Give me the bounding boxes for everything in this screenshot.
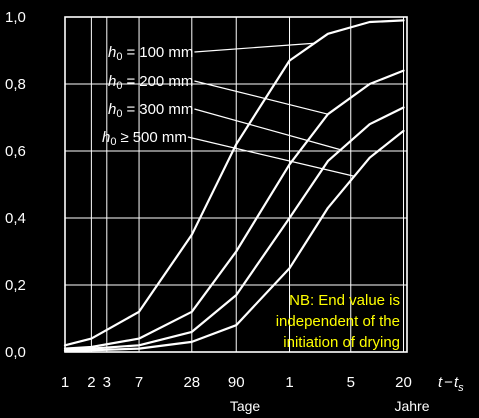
x-tick-label: 20 [395, 374, 412, 391]
leader-line [194, 108, 341, 151]
series-line [63, 19, 405, 347]
series-line [63, 106, 405, 352]
curves [63, 19, 405, 353]
x-tick-label: 3 [103, 374, 111, 391]
series-label: h0 = 300 mm [108, 101, 193, 120]
y-tick-label: 0,0 [5, 344, 26, 361]
x-tick-label: 5 [347, 374, 355, 391]
x-tick-label: 2 [87, 374, 95, 391]
y-tick-label: 0,8 [5, 76, 26, 93]
annotation-line: independent of the [276, 313, 400, 330]
annotation-line: initiation of drying [283, 334, 400, 351]
x-tick-labels: 1 2 3 7 28 90 1 5 20 [61, 374, 412, 391]
annotation-line: NB: End value is [289, 292, 400, 309]
label-leaders [187, 42, 355, 177]
y-tick-label: 0,2 [5, 277, 26, 294]
leader-line [187, 136, 355, 177]
y-tick-label: 1,0 [5, 9, 26, 26]
x-tick-label: 1 [285, 374, 293, 391]
series-line [63, 129, 405, 353]
x-axis-label: t −ts [438, 374, 464, 394]
series-labels: h0 = 100 mm h0 = 200 mm h0 = 300 mm h0 ≥500 mm [102, 44, 193, 148]
annotation-note: NB: End value is independent of the init… [276, 292, 400, 351]
x-tick-label: 1 [61, 374, 69, 391]
series-line [63, 69, 405, 350]
series-label: h0 = 100 mm [108, 44, 193, 63]
series-label: h0 ≥500 mm [102, 129, 187, 148]
series-label: h0 = 200 mm [108, 73, 193, 92]
x-tick-label: 7 [135, 374, 143, 391]
leader-line [194, 42, 315, 53]
x-unit-days: Tage [230, 398, 261, 414]
y-tick-labels: 0,0 0,2 0,4 0,6 0,8 1,0 [5, 9, 26, 361]
leader-line [194, 80, 329, 115]
y-tick-label: 0,6 [5, 143, 26, 160]
x-tick-label: 28 [183, 374, 200, 391]
y-tick-label: 0,4 [5, 210, 26, 227]
x-tick-label: 90 [228, 374, 245, 391]
x-unit-years: Jahre [394, 398, 429, 414]
plot-frame [64, 16, 408, 353]
